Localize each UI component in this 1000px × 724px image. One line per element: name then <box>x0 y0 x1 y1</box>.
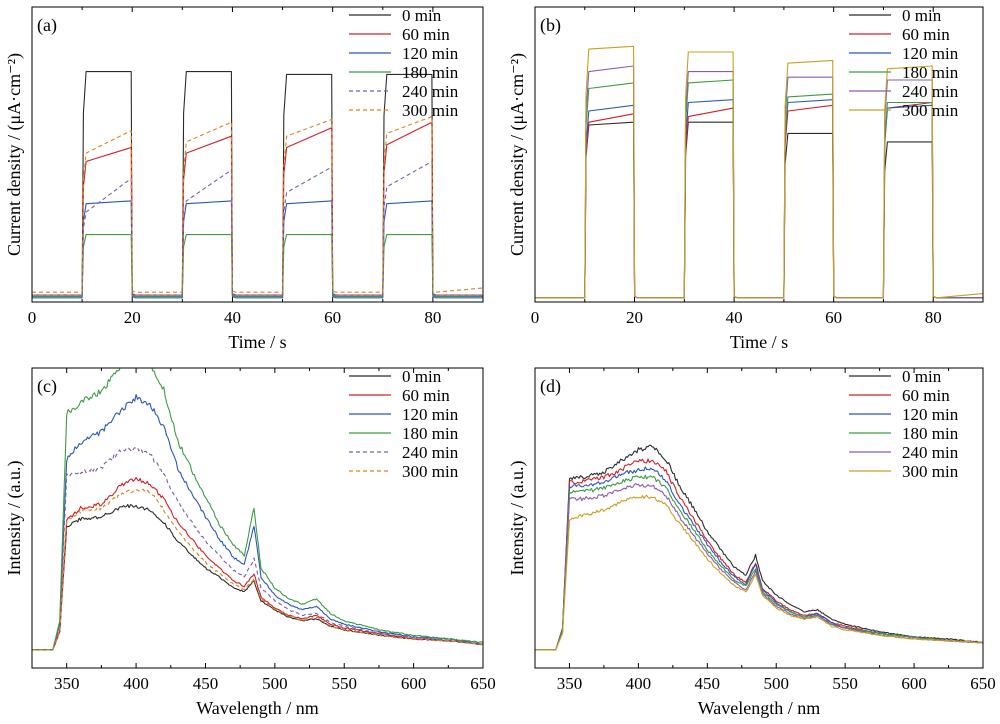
x-tick-label: 400 <box>626 674 652 693</box>
x-tick-label: 40 <box>224 308 241 327</box>
series-line-240-min <box>32 446 483 651</box>
panel-c: 350 400 450 500 550 600 650 Wavelength / nm Inte… <box>4 367 496 718</box>
plot-frame <box>31 6 484 303</box>
legend-label: 180 min <box>902 424 959 443</box>
x-tick-label: 0 <box>28 308 37 327</box>
series-line-180-min <box>32 368 483 651</box>
legend-label: 120 min <box>402 405 459 424</box>
series-line-300-min <box>32 116 483 293</box>
plot-area <box>32 71 483 299</box>
legend-label: 240 min <box>902 443 959 462</box>
series-line-0-min <box>535 121 983 299</box>
legend-label: 300 min <box>402 101 459 120</box>
legend-label: 120 min <box>902 405 959 424</box>
x-tick-label: 450 <box>193 674 219 693</box>
series-line-60-min <box>32 121 483 296</box>
x-tick-label: 80 <box>925 308 942 327</box>
x-tick-label: 350 <box>54 674 80 693</box>
x-tick-label: 60 <box>825 308 842 327</box>
x-tick-label: 550 <box>832 674 858 693</box>
series-line-180-min <box>32 234 483 297</box>
plot-area <box>32 368 483 651</box>
series-line-60-min <box>535 458 983 651</box>
legend-label: 240 min <box>902 82 959 101</box>
series-line-240-min <box>32 160 483 296</box>
plot-frame <box>31 367 484 669</box>
plot-frame <box>534 6 984 303</box>
x-tick-label: 20 <box>626 308 643 327</box>
plot-area <box>535 444 983 651</box>
panel-label: (d) <box>540 376 561 397</box>
series-line-60-min <box>535 101 983 299</box>
series-line-300-min <box>535 494 983 651</box>
panel-label: (b) <box>540 15 561 36</box>
x-tick-label: 500 <box>763 674 789 693</box>
panel-a: 0 20 40 60 80 Time / s Current density / (μA·c… <box>4 6 484 352</box>
x-tick-label: 20 <box>124 308 141 327</box>
legend-label: 180 min <box>902 63 959 82</box>
y-axis-label: Current density / (μA·cm⁻²) <box>4 53 25 256</box>
panel-label: (c) <box>37 376 57 397</box>
x-axis-label: Wavelength / nm <box>698 698 821 718</box>
legend-label: 180 min <box>402 63 459 82</box>
series-line-300-min <box>32 488 483 651</box>
legend-label: 0 min <box>902 6 942 25</box>
series-line-180-min <box>535 474 983 651</box>
x-tick-label: 650 <box>970 674 996 693</box>
series-line-120-min <box>32 200 483 299</box>
legend-label: 300 min <box>902 101 959 120</box>
legend-label: 180 min <box>402 424 459 443</box>
x-tick-label: 450 <box>695 674 721 693</box>
series-line-0-min <box>32 503 483 651</box>
x-tick-label: 80 <box>424 308 441 327</box>
legend-label: 60 min <box>402 25 450 44</box>
y-axis-label: Intensity / (a.u.) <box>507 461 528 576</box>
series-line-60-min <box>32 476 483 651</box>
legend-label: 240 min <box>402 82 459 101</box>
x-tick-label: 600 <box>901 674 927 693</box>
series-line-120-min <box>535 99 983 299</box>
x-tick-label: 400 <box>123 674 149 693</box>
legend-label: 120 min <box>402 44 459 63</box>
x-axis-label: Wavelength / nm <box>196 698 319 718</box>
x-tick-label: 40 <box>726 308 743 327</box>
legend-label: 300 min <box>902 462 959 481</box>
x-tick-label: 500 <box>262 674 288 693</box>
x-axis-label: Time / s <box>228 332 286 352</box>
x-tick-label: 0 <box>531 308 540 327</box>
panel-b: 0 20 40 60 80 Time / s Current density / (μA·c… <box>507 6 984 352</box>
series-line-300-min <box>535 45 983 299</box>
x-tick-label: 650 <box>470 674 496 693</box>
legend-label: 60 min <box>902 25 950 44</box>
x-axis-label: Time / s <box>730 332 788 352</box>
x-tick-label: 600 <box>401 674 427 693</box>
x-tick-label: 350 <box>557 674 583 693</box>
legend-label: 60 min <box>902 386 950 405</box>
legend-label: 300 min <box>402 462 459 481</box>
legend-label: 0 min <box>402 367 442 386</box>
x-tick-label: 550 <box>331 674 357 693</box>
x-tick-label: 60 <box>324 308 341 327</box>
panel-label: (a) <box>37 15 57 36</box>
y-axis-label: Intensity / (a.u.) <box>4 461 25 576</box>
legend-label: 0 min <box>902 367 942 386</box>
plot-area <box>535 45 983 299</box>
legend-label: 60 min <box>402 386 450 405</box>
legend-label: 240 min <box>402 443 459 462</box>
plot-frame <box>534 367 984 669</box>
legend-label: 120 min <box>902 44 959 63</box>
legend-label: 0 min <box>402 6 442 25</box>
y-axis-label: Current density / (μA·cm⁻²) <box>507 53 528 256</box>
panel-d: 350 400 450 500 550 600 650 Wavelength / nm Inte… <box>507 367 996 718</box>
